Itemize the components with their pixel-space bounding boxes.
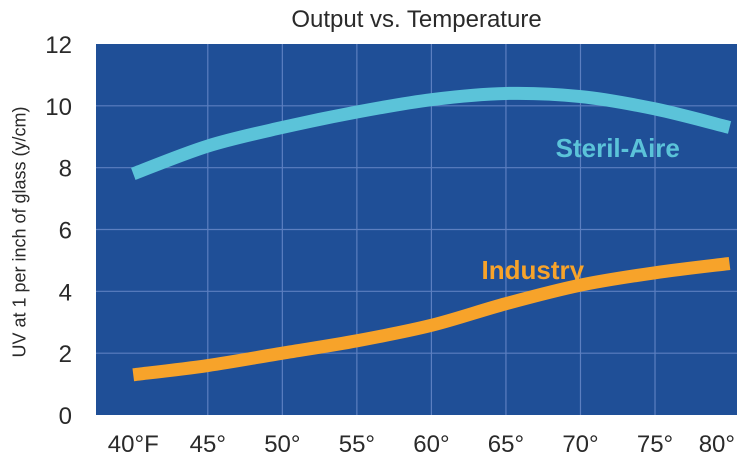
y-tick-label: 8: [59, 156, 72, 183]
steril-aire-line: [130, 86, 732, 180]
series-lines: [130, 86, 732, 382]
x-tick-label: 80°: [699, 431, 735, 458]
y-tick-label: 6: [59, 218, 72, 245]
x-tick-label: 65°: [488, 431, 524, 458]
x-tick-label: 60°: [413, 431, 449, 458]
y-tick-label: 4: [59, 279, 72, 306]
x-tick-label: 55°: [339, 431, 375, 458]
industry-label: Industry: [481, 255, 584, 285]
y-tick-label: 2: [59, 341, 72, 368]
x-tick-label: 75°: [637, 431, 673, 458]
x-tick-label: 50°: [264, 431, 300, 458]
series-labels: Steril-Aire Industry: [481, 133, 679, 285]
industry-line: [132, 257, 731, 382]
steril-aire-label: Steril-Aire: [556, 133, 680, 163]
x-tick-label: 45°: [190, 431, 226, 458]
y-tick-label: 12: [45, 32, 72, 59]
axis-ticks: 0 2 4 6 8 10 12 40°F 45° 50° 55° 60° 65° 70° 75° 80°: [45, 32, 735, 458]
y-tick-label: 0: [59, 403, 72, 430]
x-tick-label: 70°: [562, 431, 598, 458]
chart-title: Output vs. Temperature: [291, 6, 542, 33]
x-tick-label: 40°F: [108, 431, 159, 458]
y-tick-label: 10: [45, 94, 72, 121]
